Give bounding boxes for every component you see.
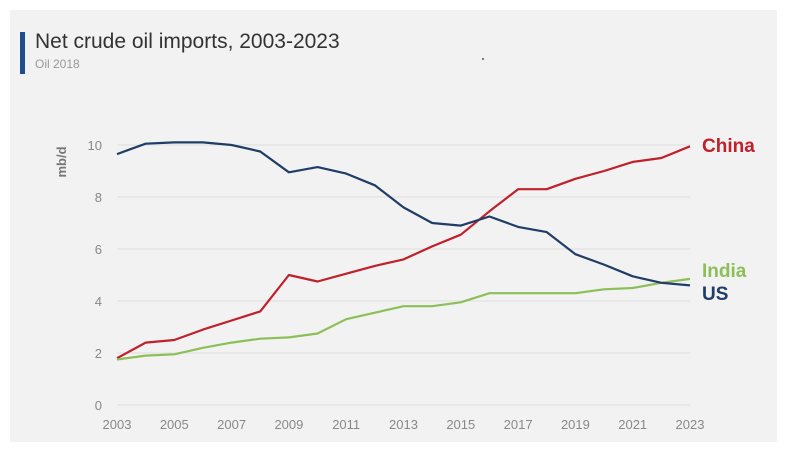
x-tick-label: 2013 — [389, 417, 418, 432]
x-tick-label: 2023 — [676, 417, 705, 432]
series-lines — [116, 141, 691, 361]
x-tick-label: 2019 — [561, 417, 590, 432]
y-tick-label: 8 — [95, 190, 102, 205]
series-line-china — [116, 145, 691, 360]
x-tick-label: 2015 — [446, 417, 475, 432]
series-line-us — [116, 141, 691, 287]
series-label-india: India — [702, 261, 747, 282]
y-axis-ticks: 0 2 4 6 8 10 — [88, 138, 102, 413]
chart-panel — [10, 10, 777, 442]
series-label-china: China — [702, 136, 755, 157]
series-label-us: US — [702, 284, 728, 305]
x-tick-label: 2007 — [217, 417, 246, 432]
x-tick-label: 2009 — [274, 417, 303, 432]
stray-dot — [482, 58, 484, 60]
title-accent-bar — [20, 32, 25, 74]
x-tick-label: 2005 — [160, 417, 189, 432]
y-tick-label: 6 — [95, 242, 102, 257]
series-line-india — [116, 277, 691, 361]
chart-subtitle: Oil 2018 — [35, 57, 80, 71]
grid-lines — [117, 144, 690, 406]
y-axis-label: mb/d — [54, 146, 69, 177]
y-tick-label: 4 — [95, 294, 102, 309]
x-tick-label: 2017 — [504, 417, 533, 432]
y-tick-label: 2 — [95, 346, 102, 361]
y-tick-label: 10 — [88, 138, 102, 153]
x-tick-label: 2003 — [103, 417, 132, 432]
x-tick-label: 2021 — [618, 417, 647, 432]
y-tick-label: 0 — [95, 398, 102, 413]
chart-title: Net crude oil imports, 2003-2023 — [35, 30, 340, 53]
x-axis-ticks: 2003 2005 2007 2009 2011 2013 2015 2017 2019 2021… — [103, 417, 705, 432]
x-tick-label: 2011 — [332, 417, 360, 432]
